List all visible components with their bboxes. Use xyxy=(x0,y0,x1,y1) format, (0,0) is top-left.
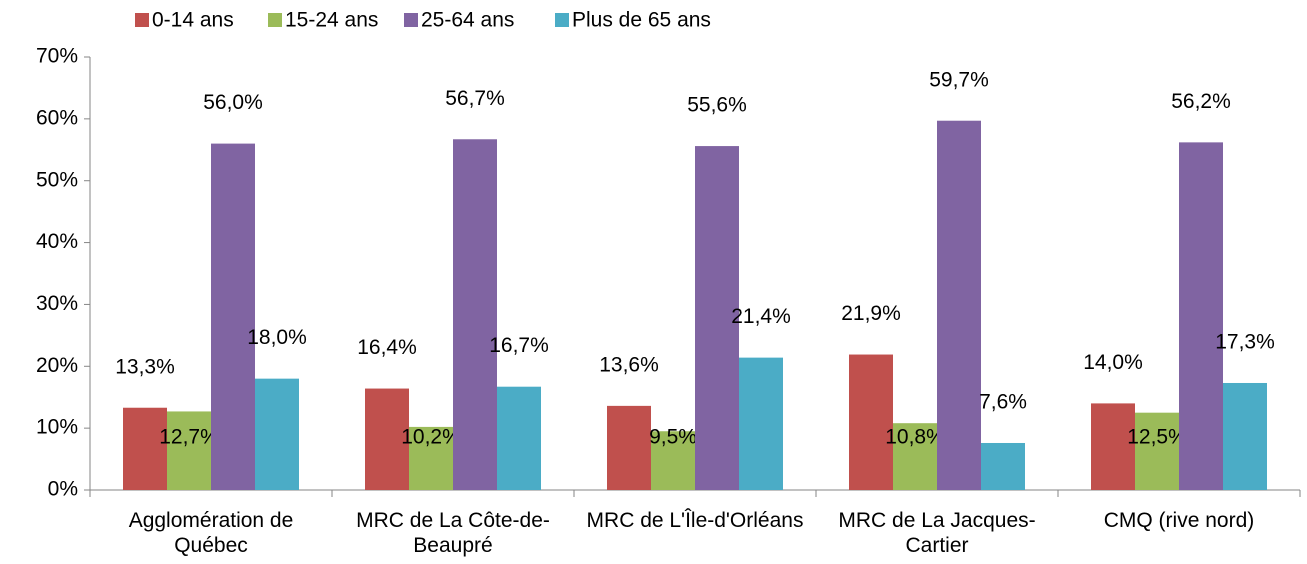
bar xyxy=(167,411,211,490)
bar xyxy=(937,120,981,490)
x-tick-label: MRC de La Côte-de-Beaupré xyxy=(356,509,550,557)
bar xyxy=(453,139,497,490)
value-label: 18,0% xyxy=(247,326,307,349)
y-tick-label: 20% xyxy=(36,354,78,377)
y-tick-label: 50% xyxy=(36,168,78,191)
value-label: 13,6% xyxy=(599,353,659,376)
value-label: 56,7% xyxy=(445,87,505,110)
value-label: 10,8% xyxy=(885,426,945,449)
legend-swatch xyxy=(555,13,569,27)
value-label: 59,7% xyxy=(929,68,989,91)
value-label: 12,5% xyxy=(1127,426,1187,449)
bar xyxy=(739,357,783,490)
bar xyxy=(607,405,651,490)
legend-label: Plus de 65 ans xyxy=(572,9,711,32)
bar xyxy=(211,143,255,490)
x-tick-label: MRC de L'Île-d'Orléans xyxy=(586,509,804,532)
value-label: 12,7% xyxy=(159,426,219,449)
value-label: 16,4% xyxy=(357,336,417,359)
legend-swatch xyxy=(135,13,149,27)
y-tick-label: 70% xyxy=(36,45,78,68)
value-label: 21,9% xyxy=(841,302,901,325)
y-tick-label: 10% xyxy=(36,416,78,439)
bar xyxy=(651,431,695,490)
legend-label: 0-14 ans xyxy=(152,9,234,32)
bar xyxy=(255,378,299,490)
value-label: 17,3% xyxy=(1215,331,1275,354)
legend-label: 25-64 ans xyxy=(421,9,514,32)
value-label: 14,0% xyxy=(1083,351,1143,374)
bar xyxy=(981,442,1025,490)
x-tick-label: MRC de La Jacques-Cartier xyxy=(838,509,1036,557)
value-label: 55,6% xyxy=(687,94,747,117)
bar xyxy=(893,423,937,490)
value-label: 7,6% xyxy=(979,391,1027,414)
value-label: 56,2% xyxy=(1171,90,1231,113)
value-label: 10,2% xyxy=(401,426,461,449)
bar xyxy=(1135,412,1179,490)
y-tick-label: 30% xyxy=(36,292,78,315)
y-tick-label: 40% xyxy=(36,230,78,253)
value-label: 13,3% xyxy=(115,355,175,378)
bar xyxy=(1223,382,1267,490)
legend-label: 15-24 ans xyxy=(285,9,378,32)
bar xyxy=(409,426,453,490)
bar xyxy=(123,407,167,490)
value-label: 16,7% xyxy=(489,334,549,357)
bar xyxy=(1091,403,1135,490)
bar xyxy=(365,388,409,490)
value-label: 9,5% xyxy=(649,426,697,449)
bar xyxy=(1179,142,1223,490)
value-label: 56,0% xyxy=(203,91,263,114)
value-label: 21,4% xyxy=(731,305,791,328)
bar xyxy=(497,386,541,490)
y-tick-label: 0% xyxy=(48,478,78,501)
legend-swatch xyxy=(404,13,418,27)
bar xyxy=(695,146,739,490)
x-tick-label: Agglomération de Québec xyxy=(128,509,294,557)
legend-swatch xyxy=(268,13,282,27)
x-tick-label: CMQ (rive nord) xyxy=(1103,509,1255,532)
bar xyxy=(849,354,893,490)
y-tick-label: 60% xyxy=(36,106,78,129)
